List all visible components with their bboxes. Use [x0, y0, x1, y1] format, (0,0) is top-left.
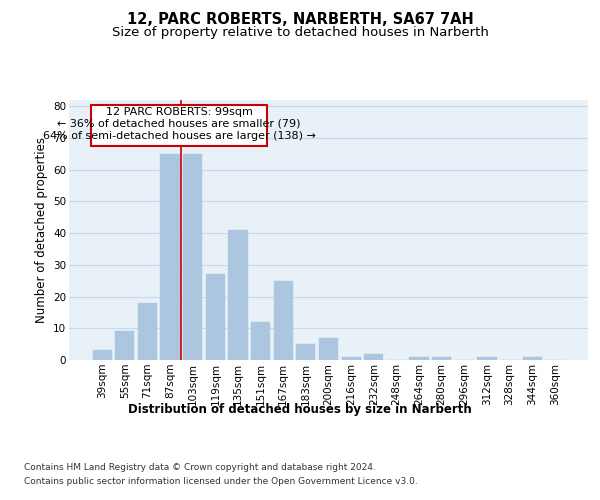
Bar — [160, 154, 180, 360]
Bar — [319, 338, 338, 360]
FancyBboxPatch shape — [91, 105, 268, 146]
Y-axis label: Number of detached properties: Number of detached properties — [35, 137, 47, 323]
Text: 12, PARC ROBERTS, NARBERTH, SA67 7AH: 12, PARC ROBERTS, NARBERTH, SA67 7AH — [127, 12, 473, 28]
Text: Contains public sector information licensed under the Open Government Licence v3: Contains public sector information licen… — [24, 478, 418, 486]
Bar — [274, 280, 293, 360]
Bar — [92, 350, 112, 360]
Bar — [183, 154, 202, 360]
Bar — [364, 354, 383, 360]
Bar — [477, 357, 497, 360]
Bar — [341, 357, 361, 360]
Text: Distribution of detached houses by size in Narberth: Distribution of detached houses by size … — [128, 402, 472, 415]
Bar — [432, 357, 451, 360]
Bar — [251, 322, 270, 360]
Text: 64% of semi-detached houses are larger (138) →: 64% of semi-detached houses are larger (… — [43, 130, 316, 140]
Bar — [409, 357, 428, 360]
Bar — [115, 332, 134, 360]
Text: Contains HM Land Registry data © Crown copyright and database right 2024.: Contains HM Land Registry data © Crown c… — [24, 462, 376, 471]
Bar — [229, 230, 248, 360]
Text: Size of property relative to detached houses in Narberth: Size of property relative to detached ho… — [112, 26, 488, 39]
Bar — [296, 344, 316, 360]
Bar — [206, 274, 225, 360]
Bar — [523, 357, 542, 360]
Text: 12 PARC ROBERTS: 99sqm: 12 PARC ROBERTS: 99sqm — [106, 107, 253, 117]
Bar — [138, 303, 157, 360]
Text: ← 36% of detached houses are smaller (79): ← 36% of detached houses are smaller (79… — [58, 119, 301, 129]
